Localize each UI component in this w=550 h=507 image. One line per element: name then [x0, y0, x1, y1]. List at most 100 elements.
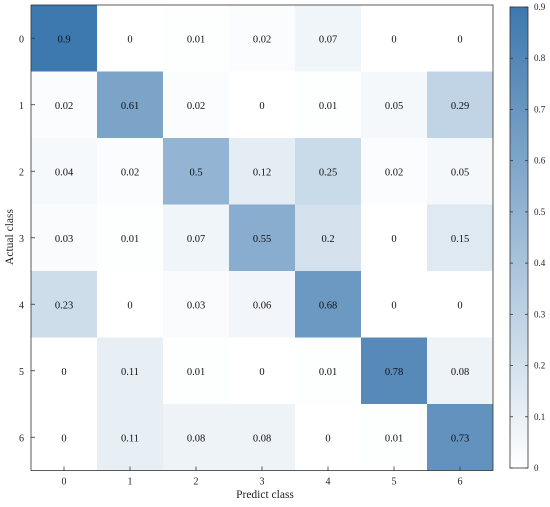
heatmap-cell — [229, 337, 295, 404]
heatmap-cell — [361, 138, 427, 205]
cell-value-label: 0 — [457, 300, 462, 311]
cell-value-label: 0.08 — [451, 367, 469, 378]
cell-value-label: 0.08 — [253, 433, 271, 444]
cell-value-label: 0 — [391, 34, 396, 45]
cell-value-label: 0.01 — [319, 101, 337, 112]
x-axis-ticks: 0 1 2 3 4 5 6 — [62, 466, 463, 488]
y-tick-label: 3 — [19, 234, 24, 245]
heatmap-cell — [427, 71, 493, 138]
heatmap-cell — [361, 271, 427, 338]
cell-value-label: 0.61 — [121, 101, 139, 112]
cell-value-label: 0.02 — [55, 101, 73, 112]
colorbar: 0 0.1 0.2 0.3 0.4 0.5 0.6 0.7 0.8 0.9 — [509, 2, 546, 473]
heatmap-cell — [427, 337, 493, 404]
cell-value-label: 0 — [127, 300, 132, 311]
cell-value-label: 0 — [61, 367, 66, 378]
heatmap-cell — [229, 71, 295, 138]
heatmap-cell — [361, 337, 427, 404]
cell-value-label: 0.07 — [187, 234, 205, 245]
heatmap-cell — [31, 271, 97, 338]
cell-value-label: 0 — [457, 34, 462, 45]
heatmap-cell — [97, 337, 163, 404]
heatmap-cell — [427, 271, 493, 338]
y-tick-label: 1 — [19, 101, 24, 112]
x-tick-label: 4 — [326, 477, 331, 488]
heatmap-cell — [97, 404, 163, 471]
cell-value-label: 0.23 — [55, 300, 73, 311]
heatmap-cell — [361, 5, 427, 72]
cell-value-label: 0.07 — [319, 34, 337, 45]
y-tick-label: 0 — [19, 34, 24, 45]
heatmap-cell — [295, 138, 361, 205]
heatmap-cell — [229, 204, 295, 271]
heatmap-cell — [31, 404, 97, 471]
heatmap-cell — [31, 337, 97, 404]
heatmap-cell — [31, 5, 97, 72]
cell-value-label: 0.73 — [451, 433, 469, 444]
x-tick-label: 3 — [260, 477, 265, 488]
heatmap-cell — [163, 204, 229, 271]
colorbar-ticks: 0 0.1 0.2 0.3 0.4 0.5 0.6 0.7 0.8 0.9 — [510, 2, 546, 473]
cell-value-label: 0.06 — [253, 300, 271, 311]
y-axis-label: Actual class — [4, 209, 16, 265]
cell-value-label: 0.01 — [121, 234, 139, 245]
heatmap-cell — [427, 204, 493, 271]
heatmap-cell — [163, 271, 229, 338]
colorbar-tick-label: 0.8 — [534, 53, 546, 63]
colorbar-tick-label: 0.3 — [534, 309, 546, 319]
x-axis-label: Predict class — [236, 489, 294, 501]
y-tick-label: 6 — [19, 433, 24, 444]
heatmap-cell — [295, 337, 361, 404]
cell-value-label: 0.05 — [451, 167, 469, 178]
heatmap-cell — [295, 71, 361, 138]
x-tick-label: 2 — [194, 477, 199, 488]
cell-value-label: 0 — [391, 234, 396, 245]
heatmap-cell — [229, 271, 295, 338]
cell-value-label: 0.05 — [385, 101, 403, 112]
cell-value-label: 0.2 — [321, 234, 334, 245]
cell-value-label: 0.04 — [55, 167, 74, 178]
cell-value-label: 0.02 — [253, 34, 271, 45]
heatmap-cell — [295, 404, 361, 471]
heatmap-cell — [427, 138, 493, 205]
cell-value-label: 0.12 — [253, 167, 271, 178]
colorbar-tick-label: 0 — [534, 463, 539, 473]
heatmap-cell — [163, 404, 229, 471]
cell-value-label: 0.25 — [319, 167, 337, 178]
x-tick-label: 5 — [392, 477, 397, 488]
colorbar-tick-label: 0.4 — [534, 258, 546, 268]
heatmap-cell — [229, 404, 295, 471]
heatmap-plot-area: 0.9 0 0.01 0.02 0.07 0 0 0.02 0.61 0.02 0 0.01 0.05 0… — [30, 4, 494, 471]
cell-value-label: 0 — [127, 34, 132, 45]
heatmap-cell — [31, 71, 97, 138]
heatmap-cell — [163, 337, 229, 404]
heatmap-cell — [97, 71, 163, 138]
cell-value-label: 0.68 — [319, 300, 337, 311]
colorbar-gradient — [509, 6, 529, 469]
cell-value-label: 0.11 — [121, 367, 139, 378]
heatmap-cell — [361, 204, 427, 271]
colorbar-tick-label: 0.7 — [534, 104, 546, 114]
cell-value-label: 0.55 — [253, 234, 271, 245]
x-tick-label: 0 — [62, 477, 67, 488]
cell-value-label: 0 — [259, 367, 264, 378]
colorbar-tick-label: 0.1 — [534, 412, 545, 422]
cell-value-label: 0 — [391, 300, 396, 311]
cell-value-label: 0.29 — [451, 101, 469, 112]
cell-value-label: 0 — [325, 433, 330, 444]
y-tick-label: 4 — [19, 300, 24, 311]
y-tick-label: 2 — [19, 167, 24, 178]
cell-value-label: 0.03 — [187, 300, 205, 311]
cell-value-label: 0.01 — [319, 367, 337, 378]
heatmap-cell — [229, 5, 295, 72]
colorbar-tick-label: 0.5 — [534, 207, 546, 217]
y-tick-label: 5 — [19, 367, 24, 378]
y-axis-ticks: 0 1 2 3 4 5 6 — [19, 34, 35, 444]
colorbar-tick-label: 0.2 — [534, 361, 545, 371]
cell-value-label: 0.9 — [57, 34, 70, 45]
heatmap-cell — [97, 138, 163, 205]
heatmap-cell — [427, 5, 493, 72]
cell-value-label: 0.5 — [189, 167, 202, 178]
heatmap-cell — [97, 204, 163, 271]
